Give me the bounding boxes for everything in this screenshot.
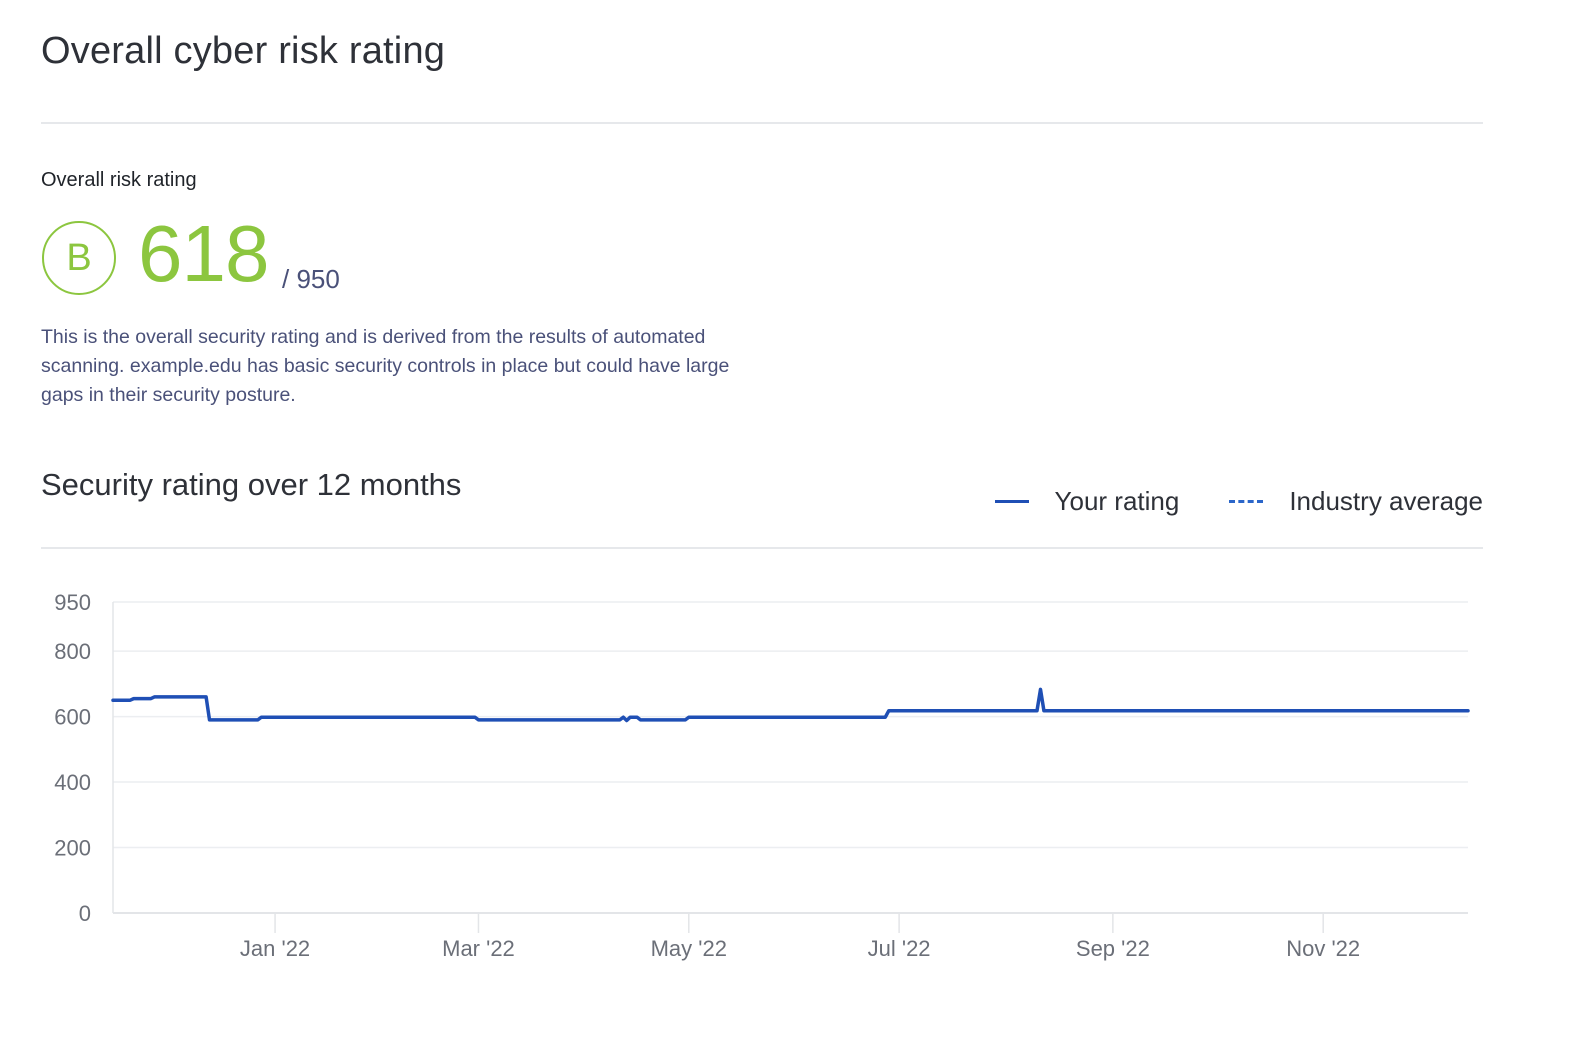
page-title: Overall cyber risk rating (41, 30, 446, 72)
legend-item-industry-average[interactable]: Industry average (1229, 486, 1483, 517)
y-tick-label: 800 (54, 639, 91, 664)
chart-divider (41, 547, 1483, 549)
rating-description: This is the overall security rating and … (41, 326, 730, 406)
legend-label-industry-average: Industry average (1289, 486, 1483, 516)
y-tick-label: 400 (54, 770, 91, 795)
overall-risk-label: Overall risk rating (41, 169, 197, 191)
legend-swatch-solid (994, 500, 1029, 503)
rating-score-max: / 950 (282, 264, 340, 294)
legend-label-your-rating: Your rating (1054, 486, 1180, 516)
legend-swatch-dashed (1229, 500, 1264, 503)
chart-legend: Your rating Industry average (994, 486, 1483, 517)
x-tick-label: Jul '22 (868, 936, 931, 961)
grade-letter: B (66, 237, 92, 279)
series-line-your-rating[interactable] (111, 687, 1470, 723)
y-tick-label: 0 (79, 901, 91, 926)
x-tick-label: Nov '22 (1286, 936, 1360, 961)
x-tick-label: May '22 (651, 936, 727, 961)
x-tick-label: Mar '22 (442, 936, 515, 961)
y-tick-label: 200 (54, 836, 91, 861)
y-tick-label: 950 (54, 590, 91, 615)
header-divider (41, 122, 1483, 124)
chart-title: Security rating over 12 months (41, 467, 462, 502)
grade-badge: B (42, 221, 116, 295)
x-tick-label: Jan '22 (240, 936, 310, 961)
rating-score: 618 (138, 209, 269, 298)
legend-item-your-rating[interactable]: Your rating (994, 486, 1180, 517)
x-tick-label: Sep '22 (1076, 936, 1150, 961)
y-tick-label: 600 (54, 705, 91, 730)
chart-axes: 0 200 400 600 800 950 Jan '22 Mar '22 May '22 Jul… (54, 590, 1468, 961)
chart-series (111, 687, 1470, 723)
chart-gridlines (113, 601, 1468, 849)
